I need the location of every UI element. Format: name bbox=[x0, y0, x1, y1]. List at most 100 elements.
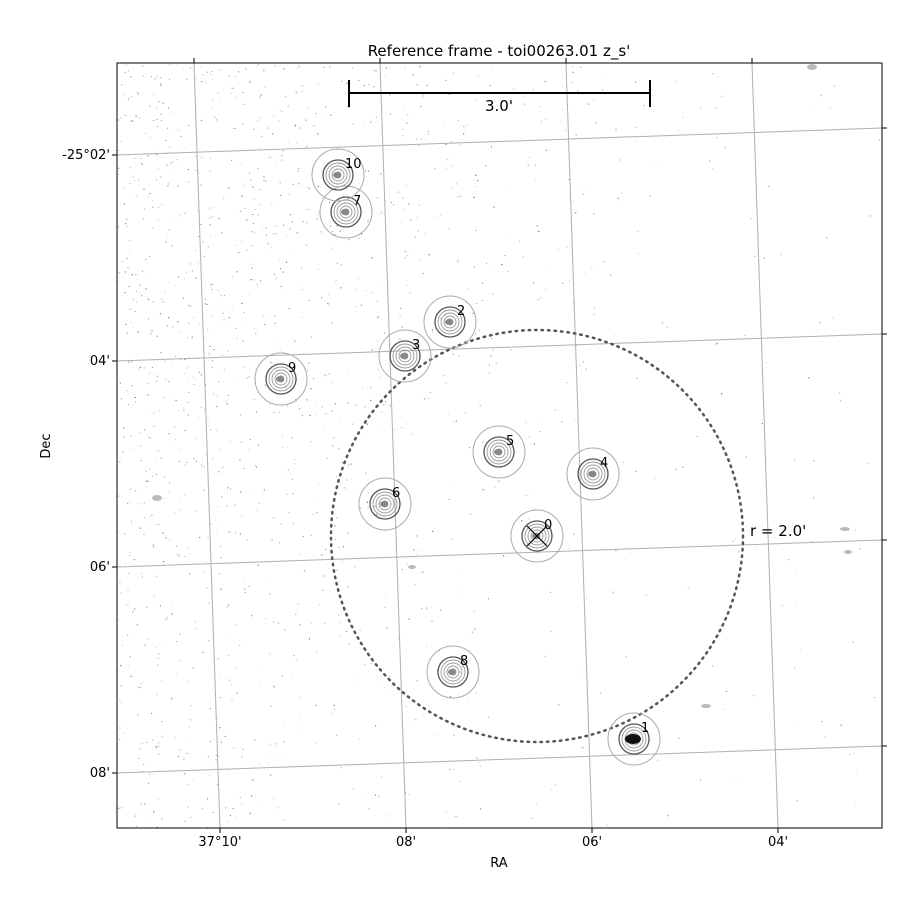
star-core bbox=[588, 471, 596, 477]
faint-source bbox=[807, 64, 817, 70]
star-core bbox=[400, 353, 408, 359]
star-core bbox=[448, 669, 456, 675]
star-contour bbox=[527, 526, 547, 546]
coordinate-grid bbox=[116, 62, 883, 829]
star-marker: 9 bbox=[254, 352, 308, 406]
y-tick-label: 08' bbox=[90, 766, 110, 781]
star-contour bbox=[440, 659, 466, 685]
star-contour bbox=[330, 196, 362, 228]
x-tick-label: 08' bbox=[396, 835, 416, 850]
star-label: 6 bbox=[392, 486, 400, 501]
star-contour bbox=[274, 372, 288, 386]
star-marker: 10 bbox=[311, 148, 365, 202]
aperture-outer-ring bbox=[311, 148, 365, 202]
scale-bar bbox=[348, 80, 651, 107]
aperture-outer-ring bbox=[378, 329, 432, 383]
aperture-outer-ring bbox=[254, 352, 308, 406]
star-contour bbox=[325, 162, 351, 188]
star-contour bbox=[440, 312, 460, 332]
star-marker: 0 bbox=[510, 509, 564, 563]
star-contour bbox=[322, 159, 354, 191]
star-label: 0 bbox=[544, 518, 552, 533]
axis-ticks bbox=[112, 58, 887, 833]
star-contour bbox=[437, 309, 463, 335]
star-contour bbox=[271, 369, 291, 389]
star-contour bbox=[392, 343, 418, 369]
star-contour bbox=[437, 656, 469, 688]
star-contour bbox=[577, 458, 609, 490]
star-contour bbox=[339, 205, 353, 219]
y-tick-label: -25°02' bbox=[62, 148, 110, 163]
dec-gridline bbox=[116, 745, 883, 774]
star-core bbox=[445, 319, 453, 325]
radius-label: r = 2.0' bbox=[750, 522, 806, 540]
star-marker: 3 bbox=[378, 329, 432, 383]
star-contour bbox=[372, 491, 398, 517]
star-contour bbox=[443, 315, 457, 329]
dec-gridline bbox=[116, 333, 883, 362]
star-contour bbox=[521, 520, 553, 552]
x-axis-label: RA bbox=[490, 856, 508, 871]
star-contour bbox=[398, 349, 412, 363]
faint-source bbox=[840, 527, 850, 531]
star-marker: 7 bbox=[319, 185, 373, 239]
star-contour bbox=[486, 439, 512, 465]
star-label: 2 bbox=[457, 304, 465, 319]
star-core bbox=[276, 376, 284, 382]
star-label: 8 bbox=[460, 654, 468, 669]
aperture-outer-ring bbox=[319, 185, 373, 239]
star-marker: 2 bbox=[423, 295, 477, 349]
faint-source bbox=[701, 704, 711, 708]
star-contour bbox=[446, 665, 460, 679]
star-contour bbox=[492, 445, 506, 459]
faint-source bbox=[844, 550, 852, 554]
star-marker: 1 bbox=[607, 712, 661, 766]
aperture-radius-circle bbox=[329, 328, 745, 744]
star-core bbox=[380, 501, 388, 507]
star-label: 5 bbox=[506, 434, 514, 449]
star-marker: 4 bbox=[566, 447, 620, 501]
star-contour bbox=[389, 340, 421, 372]
star-core bbox=[333, 172, 341, 178]
star-core bbox=[625, 734, 641, 744]
star-contour bbox=[483, 436, 515, 468]
y-tick-label: 06' bbox=[90, 560, 110, 575]
star-label: 1 bbox=[641, 721, 649, 736]
target-cross bbox=[526, 525, 548, 547]
star-contour bbox=[580, 461, 606, 487]
star-contour bbox=[524, 523, 550, 549]
star-contour bbox=[369, 488, 401, 520]
aperture-outer-ring bbox=[426, 645, 480, 699]
image-area bbox=[117, 63, 882, 828]
star-contour bbox=[395, 346, 415, 366]
star-contour bbox=[583, 464, 603, 484]
star-label: 4 bbox=[600, 456, 608, 471]
comparison-stars: 0 1 2 3 4 5 6 7 8 9 10 bbox=[254, 148, 661, 766]
field-sources bbox=[152, 64, 852, 708]
y-axis-label: Dec bbox=[39, 433, 54, 458]
star-contour bbox=[530, 529, 544, 543]
aperture-outer-ring bbox=[566, 447, 620, 501]
dec-gridline bbox=[116, 539, 883, 568]
ra-gridline bbox=[379, 62, 407, 829]
aperture-outer-ring bbox=[607, 712, 661, 766]
x-tick-label: 04' bbox=[768, 835, 788, 850]
star-contour bbox=[621, 726, 647, 752]
star-contour bbox=[378, 497, 392, 511]
plot-title: Reference frame - toi00263.01 z_s' bbox=[368, 42, 631, 61]
ra-gridline bbox=[751, 62, 779, 829]
aperture-outer-ring bbox=[423, 295, 477, 349]
star-marker: 6 bbox=[358, 477, 412, 531]
star-label: 10 bbox=[345, 157, 362, 172]
y-tick-label: 04' bbox=[90, 354, 110, 369]
x-tick-label: 06' bbox=[582, 835, 602, 850]
star-label: 9 bbox=[288, 361, 296, 376]
x-tick-label: 37°10' bbox=[198, 835, 241, 850]
star-contour bbox=[443, 662, 463, 682]
dec-gridline bbox=[116, 127, 883, 156]
star-contour bbox=[434, 306, 466, 338]
star-contour bbox=[336, 202, 356, 222]
aperture-outer-ring bbox=[472, 425, 526, 479]
ra-gridline bbox=[565, 62, 593, 829]
